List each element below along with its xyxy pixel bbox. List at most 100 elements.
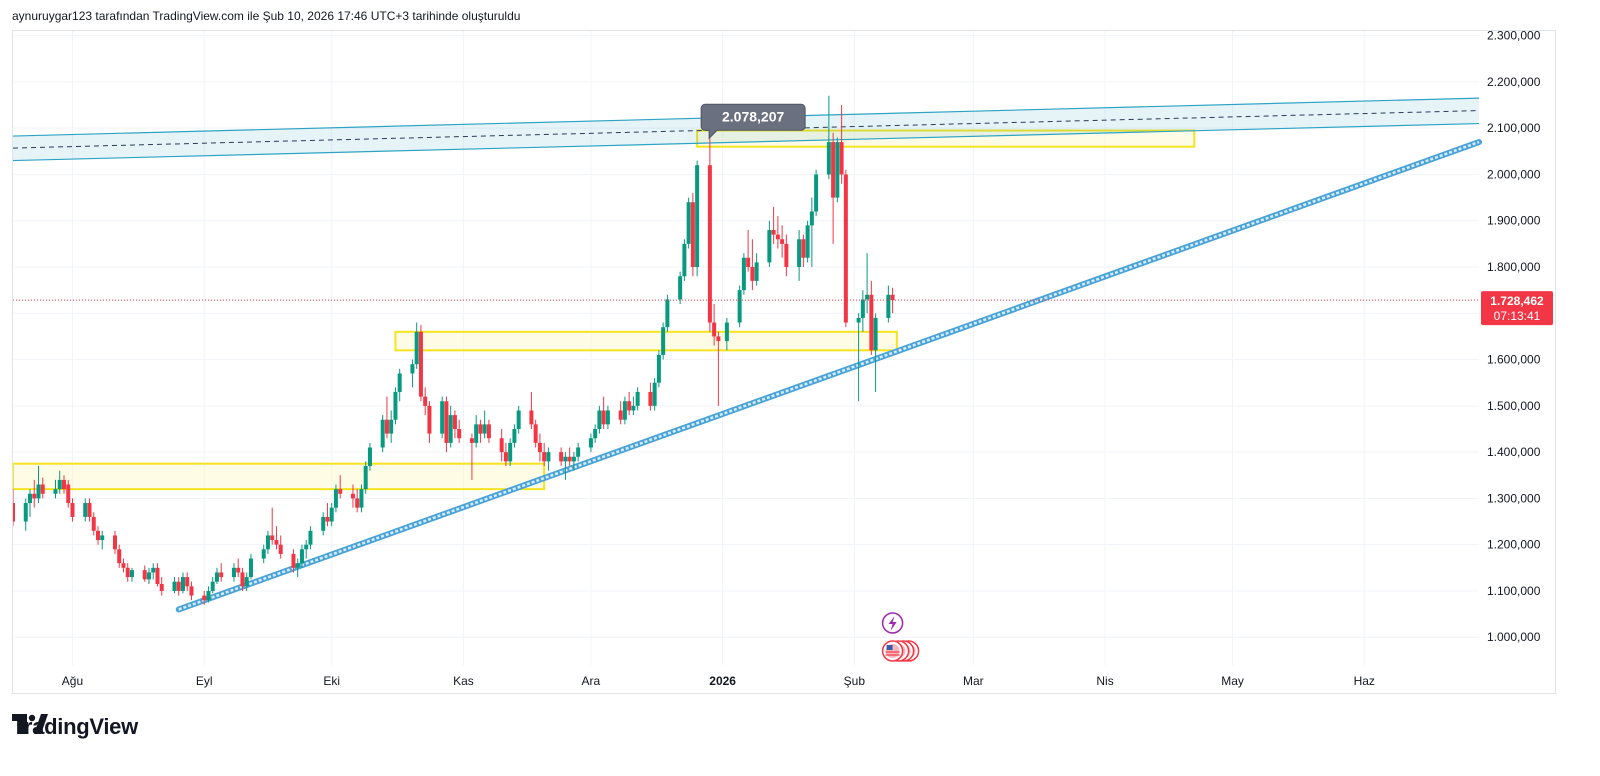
x-axis[interactable]: Ağu Eyl Eki Kas Ara 2026 Şub Mar Nis May Haz (62, 674, 1375, 688)
candle-body (214, 572, 219, 582)
zone-box (13, 462, 546, 491)
y-tick-label: 2.100,000 (1487, 121, 1541, 135)
candle-body (516, 410, 521, 429)
candle-body (856, 317, 861, 323)
y-tick-label: 1.300,000 (1487, 491, 1541, 505)
candle-body (129, 570, 134, 578)
candle-body (784, 243, 789, 268)
candle-body (805, 225, 810, 258)
candle-body (652, 382, 657, 406)
zones-layer (13, 129, 1196, 491)
us-flag-icon-canton (886, 645, 893, 650)
candle-body (512, 428, 517, 443)
candle-body (321, 516, 326, 531)
candle-body (418, 331, 423, 397)
candle-body (724, 322, 729, 342)
candle-body (890, 294, 895, 301)
annotation-callout (700, 103, 806, 140)
candle-body (40, 484, 45, 494)
candle-body (593, 428, 598, 439)
candle-body (172, 581, 177, 591)
candle-body (546, 452, 551, 462)
candle-body (707, 165, 712, 323)
candle-body (151, 567, 156, 573)
candle-body (648, 391, 653, 406)
candle-body (61, 479, 66, 490)
candle-body (750, 267, 755, 281)
candle-body (231, 567, 236, 578)
candle-body (571, 456, 576, 462)
candle-body (508, 442, 513, 462)
x-tick-label: Kas (453, 674, 474, 688)
overlay-layer: 2.078,207 (13, 103, 1479, 662)
y-tick-label: 2.200,000 (1487, 75, 1541, 89)
current-price-label: 1.728,462 (1490, 294, 1544, 308)
candle-body (414, 331, 419, 365)
x-tick-label: Eki (323, 674, 340, 688)
y-axis[interactable]: 1.000,000 1.100,000 1.200,000 1.300,000 1.40… (1481, 31, 1553, 644)
candle-body (189, 586, 194, 596)
candle-body (588, 438, 593, 448)
candle-body (210, 581, 215, 591)
y-tick-label: 1.100,000 (1487, 584, 1541, 598)
candle-body (244, 577, 249, 587)
candle-body (690, 202, 695, 268)
x-tick-label: Mar (963, 674, 984, 688)
candle-body (886, 294, 891, 318)
y-tick-label: 2.000,000 (1487, 167, 1541, 181)
candle-body (427, 405, 432, 434)
candle-body (801, 239, 806, 258)
y-tick-label: 1.600,000 (1487, 353, 1541, 367)
candle-body (440, 401, 445, 434)
tradingview-logo-icon (12, 714, 48, 734)
candle-body (87, 503, 92, 517)
candle-body (397, 373, 402, 392)
candle-body (206, 590, 211, 601)
candle-body (627, 401, 632, 411)
x-tick-label: Eyl (196, 674, 213, 688)
candle-body (737, 290, 742, 323)
candle-body (542, 452, 547, 462)
zone-box (394, 330, 898, 352)
candle-body (865, 294, 870, 300)
candle-body (809, 211, 814, 226)
candle-body (13, 503, 15, 522)
candle-body (410, 364, 415, 374)
price-chart[interactable]: 2.078,207 1.000,000 1.100,000 1.200,000 1.3… (13, 31, 1557, 695)
candle-body (359, 489, 364, 508)
candle-body (618, 410, 623, 420)
y-tick-label: 1.000,000 (1487, 630, 1541, 644)
trendline-layer (175, 139, 1482, 613)
x-tick-label: Şub (844, 674, 866, 688)
annotation-label: 2.078,207 (722, 108, 784, 124)
candle-body (843, 174, 848, 323)
candle-body (695, 165, 700, 268)
candle-body (469, 438, 474, 443)
candle-body (474, 424, 479, 443)
candle-body (185, 577, 190, 587)
grid-lines (13, 31, 1479, 665)
candle-body (576, 447, 581, 457)
y-tick-label: 1.800,000 (1487, 260, 1541, 274)
candle-body (100, 535, 105, 541)
x-tick-label: May (1221, 674, 1244, 688)
candle-body (91, 516, 96, 531)
candle-body (563, 456, 568, 462)
y-tick-label: 1.400,000 (1487, 445, 1541, 459)
tradingview-logo[interactable]: TradingView (12, 714, 138, 740)
candle-body (112, 535, 117, 550)
candle-body (333, 489, 338, 508)
candle-body (180, 577, 185, 591)
candle-body (835, 142, 840, 198)
candle-body (533, 424, 538, 443)
candle-body (202, 595, 207, 601)
candle-body (503, 452, 508, 462)
chart-area[interactable]: 2.078,207 1.000,000 1.100,000 1.200,000 1.3… (12, 30, 1556, 694)
candle-body (350, 493, 355, 499)
candle-body (712, 322, 717, 337)
channel-lower-line (13, 122, 1480, 162)
lightning-icon-bolt (888, 616, 897, 631)
candle-body (261, 549, 266, 559)
candle-body (631, 405, 636, 411)
candle-body (248, 558, 253, 578)
